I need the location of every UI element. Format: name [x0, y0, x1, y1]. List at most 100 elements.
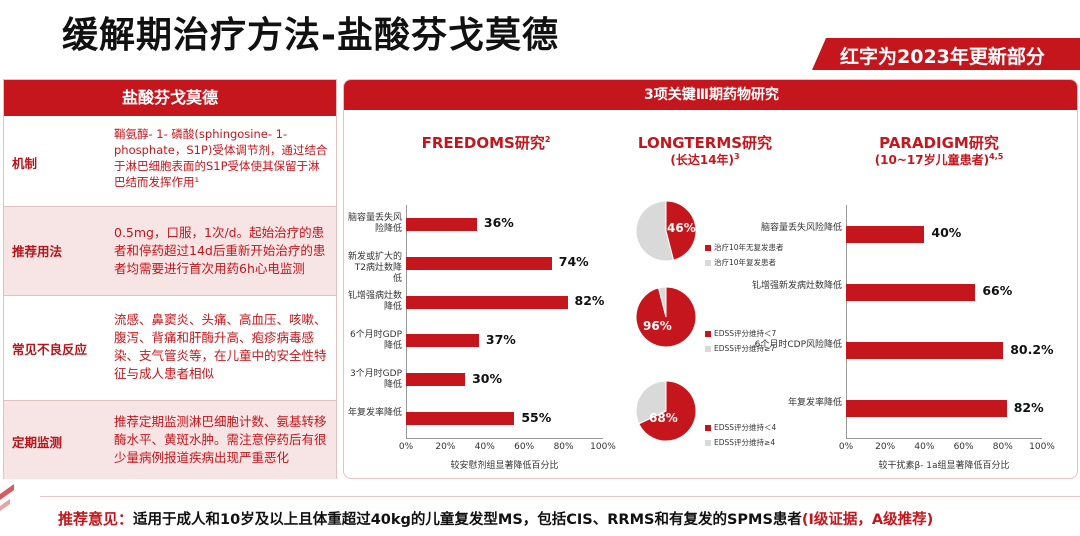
- pie-percent-label: 96%: [643, 319, 672, 333]
- bar: [406, 295, 568, 309]
- legend-swatch: [705, 346, 711, 352]
- longterms-subtitle: (长达14年)3: [630, 151, 780, 168]
- pie-svg: [635, 380, 697, 442]
- category-label: 3个月时GDP降低: [349, 368, 402, 390]
- category-label: 6个月时CDP风险降低: [754, 339, 842, 350]
- recommendation-evidence: (Ⅰ级证据，A级推荐): [801, 512, 934, 528]
- legend-label: EDSS评分维持≥7: [714, 344, 776, 353]
- longterms-pie-edss7: 96% EDSS评分维持＜7 EDSS评分维持≥7: [635, 286, 815, 353]
- category-label: 脑容量丢失风险降低: [760, 223, 842, 234]
- x-tick-label: 20%: [435, 442, 456, 452]
- pie-percent-label: 46%: [667, 221, 696, 235]
- x-tick-label: 0%: [398, 442, 414, 452]
- divider: [40, 496, 1080, 497]
- row-dosage: 推荐用法 0.5mg，口服，1次/d。起始治疗的患者和停药超过14d后重新开始治…: [4, 207, 336, 295]
- bar: [846, 400, 1007, 418]
- longterms-pie-relapse: 46% 治疗10年无复发患者 治疗10年复发患者: [635, 200, 815, 267]
- bar: [406, 373, 466, 387]
- x-tick-label: 60%: [953, 442, 974, 452]
- legend-label: EDSS评分维持≥4: [714, 438, 776, 447]
- phase3-studies-panel: 3项关键Ⅲ期药物研究 FREEDOMS研究2 LONGTERMS研究 (长达14…: [343, 79, 1078, 479]
- pie-slice: [635, 380, 667, 425]
- x-tick-label: 40%: [474, 442, 495, 452]
- pie-slice: [638, 380, 697, 442]
- legend-swatch: [705, 440, 711, 446]
- paradigm-subtitle-text: (10~17岁儿童患者): [874, 153, 990, 167]
- x-tick-label: 100%: [1029, 442, 1055, 452]
- bar-value-label: 55%: [521, 409, 552, 425]
- category-label: 6个月时GDP降低: [349, 329, 402, 351]
- row-text: 推荐定期监测淋巴细胞计数、氨基转移酶水平、黄斑水肿。需注意停药后有很少量病例报道…: [114, 414, 327, 465]
- bar-value-label: 80.2%: [1010, 341, 1054, 357]
- x-tick-label: 40%: [914, 442, 935, 452]
- longterms-title-text: LONGTERMS研究: [637, 134, 773, 152]
- x-axis: [406, 438, 603, 439]
- row-label: 常见不良反应: [12, 342, 88, 357]
- recommendation: 推荐意见：适用于成人和10岁及以上且体重超过40kg的儿童复发型MS，包括CIS…: [58, 508, 933, 529]
- bar: [846, 283, 976, 301]
- legend-label: EDSS评分维持＜7: [714, 329, 777, 338]
- x-tick-label: 20%: [875, 442, 896, 452]
- y-axis: [406, 205, 407, 438]
- legend-swatch: [705, 260, 711, 266]
- category-label: 钆增强病灶数降低: [347, 291, 402, 313]
- drug-info-table: 盐酸芬戈莫德 机制 鞘氨醇- 1- 磷酸(sphingosine- 1- pho…: [3, 79, 337, 479]
- bar-value-label: 74%: [558, 254, 589, 270]
- row-text: 0.5mg，口服，1次/d。起始治疗的患者和停药超过14d后重新开始治疗的患者均…: [114, 225, 326, 276]
- legend-swatch: [705, 331, 711, 337]
- legend-entry: EDSS评分维持≥4: [705, 437, 775, 448]
- longterms-pie-edss4: 68% EDSS评分维持＜4 EDSS评分维持≥4: [635, 380, 815, 447]
- bar: [406, 217, 477, 231]
- x-axis-label: 较干扰素β- 1a组显著降低百分比: [878, 461, 1010, 471]
- recommendation-text: 适用于成人和10岁及以上且体重超过40kg的儿童复发型MS，包括CIS、RRMS…: [133, 512, 802, 528]
- legend-label: 治疗10年无复发患者: [714, 243, 784, 252]
- category-label: 脑容量丢失风险降低: [347, 213, 402, 235]
- bar: [846, 342, 1004, 360]
- paradigm-title-text: PARADIGM研究: [879, 134, 999, 152]
- category-label: 年复发率降低: [787, 397, 842, 408]
- pie-slice: [635, 200, 675, 262]
- row-monitoring: 定期监测 推荐定期监测淋巴细胞计数、氨基转移酶水平、黄斑水肿。需注意停药后有很少…: [4, 401, 336, 479]
- pie-svg: [635, 286, 697, 348]
- recommendation-label: 推荐意见：: [58, 510, 134, 528]
- paradigm-subtitle: (10~17岁儿童患者)4,5: [854, 151, 1024, 168]
- row-text: 鞘氨醇- 1- 磷酸(sphingosine- 1- phosphate，S1P…: [114, 127, 328, 189]
- paradigm-title: PARADIGM研究: [864, 132, 1014, 153]
- corner-decoration-icon: [0, 484, 14, 511]
- paradigm-ref: 4,5: [989, 152, 1004, 161]
- row-adverse-reactions: 常见不良反应 流感、鼻窦炎、头痛、高血压、咳嗽、腹泻、背痛和肝酶升高、疱疹病毒感…: [4, 296, 336, 400]
- row-text: 流感、鼻窦炎、头痛、高血压、咳嗽、腹泻、背痛和肝酶升高、疱疹病毒感染、支气管炎等…: [114, 312, 327, 381]
- y-axis: [846, 205, 847, 438]
- bar: [406, 256, 552, 270]
- bar: [406, 412, 515, 426]
- longterms-ref: 3: [734, 152, 740, 161]
- legend-entry: 治疗10年无复发患者: [705, 242, 784, 253]
- update-note-text: 红字为2023年更新部分: [840, 46, 1045, 68]
- x-tick-label: 60%: [514, 442, 535, 452]
- page-title: 缓解期治疗方法-盐酸芬戈莫德: [62, 15, 559, 56]
- bar-value-label: 36%: [483, 215, 514, 231]
- pie-slice: [665, 200, 697, 261]
- freedoms-title: FREEDOMS研究2: [406, 132, 566, 153]
- bar-value-label: 40%: [931, 225, 962, 241]
- legend-entry: EDSS评分维持＜7: [705, 328, 776, 339]
- x-tick-label: 80%: [553, 442, 574, 452]
- legend-entry: 治疗10年复发患者: [705, 257, 776, 268]
- row-label: 机制: [12, 156, 38, 171]
- x-axis-label: 较安慰剂组显著降低百分比: [450, 461, 559, 471]
- bar-value-label: 37%: [485, 331, 516, 347]
- x-tick-label: 100%: [590, 442, 616, 452]
- bar: [846, 225, 925, 243]
- x-axis: [846, 438, 1042, 439]
- row-mechanism: 机制 鞘氨醇- 1- 磷酸(sphingosine- 1- phosphate，…: [4, 116, 336, 206]
- bar-value-label: 30%: [472, 370, 503, 386]
- legend-label: 治疗10年复发患者: [714, 258, 777, 267]
- pie-slice: [657, 286, 667, 318]
- pie-percent-label: 68%: [649, 411, 678, 425]
- update-note-banner: 红字为2023年更新部分: [812, 38, 1080, 70]
- bar-value-label: 66%: [982, 283, 1013, 299]
- pie-svg: [635, 200, 697, 262]
- legend-entry: EDSS评分维持＜4: [705, 422, 776, 433]
- legend-swatch: [705, 425, 711, 431]
- x-tick-label: 80%: [992, 442, 1013, 452]
